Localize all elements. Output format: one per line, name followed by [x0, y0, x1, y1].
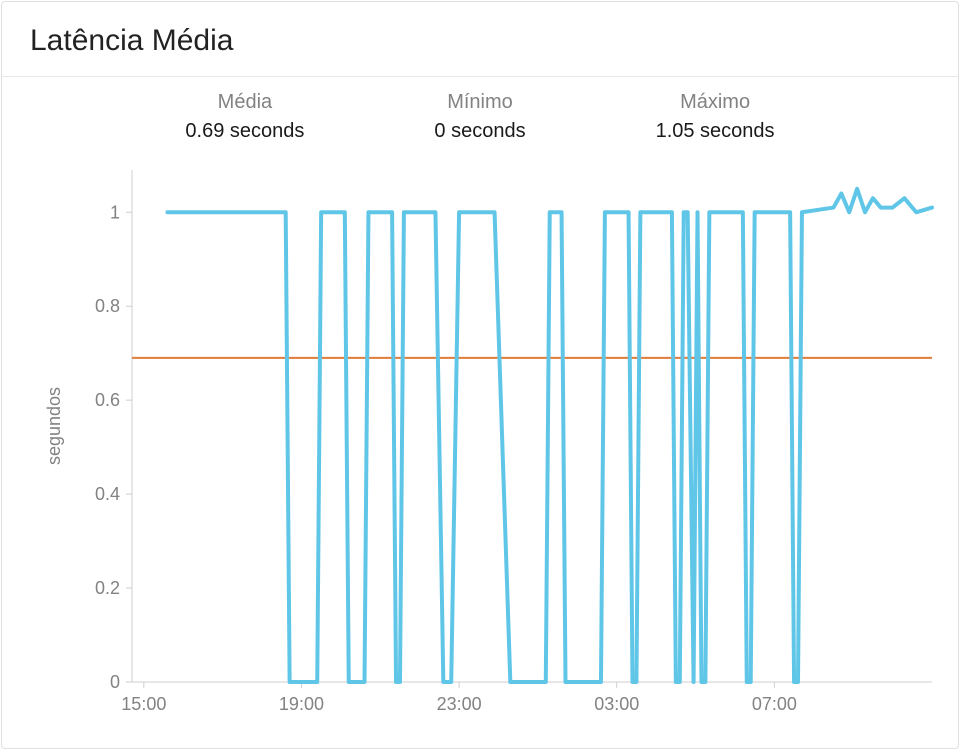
y-tick-label: 0.2: [95, 578, 120, 598]
x-tick-label: 03:00: [594, 694, 639, 714]
y-tick-label: 0.8: [95, 296, 120, 316]
y-axis-label: segundos: [44, 387, 64, 465]
x-tick-label: 23:00: [437, 694, 482, 714]
y-tick-label: 0.6: [95, 390, 120, 410]
stat-mean-value: 0.69 seconds: [185, 120, 304, 143]
latency-chart: 0 0.2 0.4 0.6 0.8 1 15:00 19:00 23:00 03:00 07:00 s…: [30, 164, 940, 728]
y-tick-label: 0.4: [95, 484, 120, 504]
latency-card: Latência Média Média 0.69 seconds Mínimo…: [1, 1, 959, 749]
stat-mean: Média 0.69 seconds: [185, 91, 304, 143]
stat-max-value: 1.05 seconds: [656, 120, 775, 143]
x-tick-label: 15:00: [121, 694, 166, 714]
latency-series: [167, 189, 932, 682]
stat-mean-label: Média: [185, 91, 304, 114]
stat-min-value: 0 seconds: [434, 120, 525, 143]
stat-max-label: Máximo: [656, 91, 775, 114]
stat-max: Máximo 1.05 seconds: [656, 91, 775, 143]
x-tick-label: 19:00: [279, 694, 324, 714]
stat-min: Mínimo 0 seconds: [434, 91, 525, 143]
y-tick-label: 0: [110, 672, 120, 692]
y-tick-label: 1: [110, 202, 120, 222]
stat-min-label: Mínimo: [434, 91, 525, 114]
chart-svg: 0 0.2 0.4 0.6 0.8 1 15:00 19:00 23:00 03:00 07:00 s…: [30, 164, 942, 730]
stats-row: Média 0.69 seconds Mínimo 0 seconds Máxi…: [2, 77, 958, 145]
card-title: Latência Média: [2, 2, 958, 77]
x-tick-label: 07:00: [752, 694, 797, 714]
